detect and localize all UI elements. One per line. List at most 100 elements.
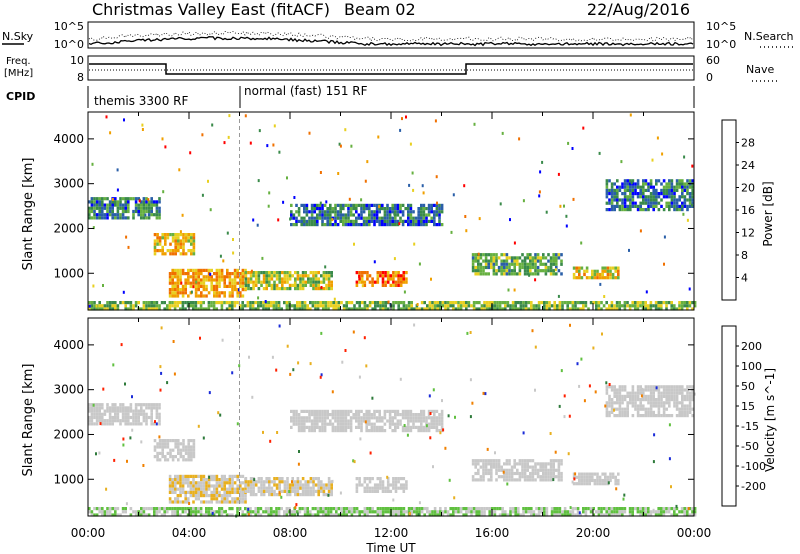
power-cell: [618, 198, 622, 202]
power-speckle-point: [201, 193, 204, 197]
velocity-cell: [691, 510, 694, 514]
velocity-cell: [400, 507, 403, 511]
velocity-cell: [156, 455, 159, 459]
velocity-cell: [168, 507, 172, 511]
velocity-cell: [192, 494, 195, 498]
power-cell: [610, 198, 614, 202]
power-cell: [440, 223, 444, 227]
velocity-cell: [119, 406, 122, 410]
velocity-cell: [688, 391, 692, 395]
power-cell: [106, 206, 109, 210]
velocity-cell: [396, 425, 400, 429]
power-cell: [572, 276, 576, 280]
velocity-cell: [312, 477, 315, 481]
velocity-cell: [262, 483, 266, 487]
velocity-cell: [156, 451, 159, 455]
power-cell: [184, 272, 187, 276]
power-cell: [642, 185, 645, 189]
velocity-cell: [236, 478, 239, 482]
velocity-cell: [557, 478, 561, 482]
power-cell: [555, 272, 558, 276]
velocity-cell: [339, 416, 342, 420]
power-cell: [384, 283, 387, 287]
velocity-cell: [412, 425, 415, 429]
power-cell: [98, 216, 101, 220]
power-cell: [342, 307, 346, 311]
velocity-cell: [181, 490, 185, 494]
power-cell: [239, 284, 242, 288]
velocity-cell: [202, 487, 206, 491]
velocity-cell: [549, 462, 553, 466]
velocity-cell: [379, 510, 382, 514]
power-cell: [257, 271, 261, 275]
velocity-cell: [657, 398, 661, 402]
power-cell: [610, 208, 614, 212]
velocity-cell: [673, 513, 676, 517]
power-cell: [190, 236, 193, 240]
power-cell: [349, 207, 353, 211]
velocity-cell: [189, 474, 193, 478]
power-cell: [345, 301, 348, 305]
power-speckle-point: [102, 284, 104, 287]
velocity-cell: [526, 475, 529, 479]
power-cell: [373, 223, 376, 227]
power-cell: [686, 188, 689, 192]
velocity-cell: [340, 510, 343, 514]
velocity-cell: [325, 483, 328, 487]
velocity-colorbar-tick-label: 200: [741, 340, 762, 353]
velocity-cell: [316, 409, 319, 413]
power-cell: [392, 274, 395, 278]
power-cell: [124, 301, 127, 305]
velocity-cell: [433, 413, 436, 417]
velocity-cell: [397, 480, 400, 484]
power-cell: [349, 210, 353, 214]
velocity-cell: [265, 489, 268, 493]
power-cell: [440, 207, 444, 211]
power-cell: [344, 219, 348, 223]
velocity-cell: [557, 475, 561, 479]
velocity-cell: [675, 388, 679, 392]
velocity-cell: [585, 482, 589, 486]
velocity-cell: [618, 507, 621, 511]
velocity-cell: [171, 500, 174, 504]
velocity-cell: [314, 489, 318, 493]
power-cell: [124, 203, 127, 207]
power-cell: [116, 209, 120, 214]
power-cell: [613, 208, 616, 212]
power-cell: [303, 203, 306, 207]
velocity-cell: [213, 478, 216, 482]
power-cell: [90, 301, 94, 305]
velocity-cell: [360, 483, 364, 487]
velocity-cell: [482, 459, 485, 463]
power-cell: [652, 185, 655, 189]
velocity-cell: [407, 429, 410, 433]
power-cell: [495, 256, 498, 260]
velocity-cell: [526, 478, 529, 482]
velocity-cell: [95, 422, 99, 426]
power-cell: [194, 275, 198, 279]
velocity-cell: [668, 414, 671, 418]
velocity-cell: [655, 401, 658, 405]
velocity-cell: [190, 439, 193, 443]
power-cell: [307, 274, 310, 278]
velocity-cell: [497, 459, 501, 463]
power-cell: [396, 223, 400, 227]
velocity-cell: [484, 459, 488, 463]
velocity-cell: [189, 484, 193, 488]
velocity-cell: [348, 510, 351, 514]
power-cell: [543, 304, 546, 308]
power-cell: [223, 301, 226, 305]
power-cell: [330, 283, 333, 287]
velocity-cell: [665, 391, 668, 395]
velocity-cell: [388, 422, 392, 426]
velocity-cell: [376, 477, 380, 481]
power-cell: [518, 269, 522, 273]
velocity-cell: [379, 477, 382, 481]
power-cell: [142, 209, 146, 214]
power-cell: [626, 188, 629, 192]
velocity-cell: [181, 478, 185, 482]
power-cell: [402, 277, 406, 281]
power-cell: [384, 271, 387, 275]
power-cell: [114, 307, 117, 311]
power-cell: [373, 216, 376, 220]
